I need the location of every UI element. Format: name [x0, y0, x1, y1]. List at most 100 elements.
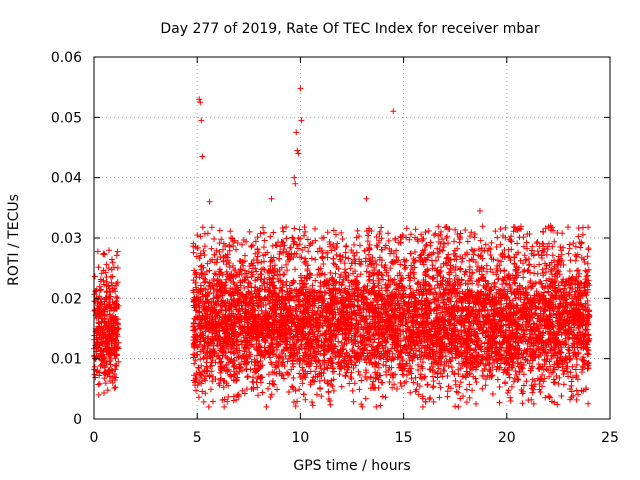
data-point: [569, 363, 576, 370]
data-point: [351, 380, 358, 387]
data-point: [317, 265, 324, 272]
data-point: [104, 341, 111, 348]
data-point: [573, 355, 580, 362]
data-point: [278, 264, 285, 271]
data-point: [284, 267, 291, 274]
data-point: [110, 322, 117, 329]
data-point: [565, 373, 572, 380]
data-point: [395, 257, 402, 264]
data-point: [496, 399, 503, 406]
data-point: [200, 264, 207, 271]
data-point: [220, 297, 227, 304]
data-point: [536, 261, 543, 268]
data-point: [100, 277, 107, 284]
data-point: [112, 384, 119, 391]
data-point: [345, 277, 352, 284]
data-point: [414, 312, 421, 319]
data-point: [466, 299, 473, 306]
data-point: [348, 260, 355, 267]
data-point: [199, 388, 206, 395]
data-point: [246, 262, 253, 269]
data-point: [359, 403, 366, 410]
data-point: [412, 295, 419, 302]
data-point: [419, 365, 426, 372]
data-point: [114, 294, 121, 301]
data-point: [301, 373, 308, 380]
data-point: [570, 349, 577, 356]
data-point: [113, 352, 120, 359]
data-point: [101, 300, 108, 307]
data-point: [419, 403, 426, 410]
data-point: [510, 378, 517, 385]
data-point: [563, 355, 570, 362]
data-point: [297, 235, 304, 242]
data-point: [505, 387, 512, 394]
data-point: [103, 340, 110, 347]
data-point: [111, 362, 118, 369]
data-point: [113, 298, 120, 305]
data-point: [399, 283, 406, 290]
data-point: [430, 373, 437, 380]
data-point: [102, 295, 109, 302]
data-point: [464, 281, 471, 288]
data-point: [430, 377, 437, 384]
data-point: [425, 273, 432, 280]
data-point: [223, 261, 230, 268]
data-point: [364, 238, 371, 245]
data-point: [557, 243, 564, 250]
data-point: [520, 382, 527, 389]
data-point: [110, 304, 117, 311]
data-point: [243, 270, 250, 277]
data-point: [486, 368, 493, 375]
data-point: [575, 391, 582, 398]
data-point: [350, 398, 357, 405]
data-point: [466, 394, 473, 401]
data-point: [448, 269, 455, 276]
data-point: [104, 387, 111, 394]
data-point: [410, 379, 417, 386]
data-point: [296, 254, 303, 261]
data-point: [280, 249, 287, 256]
data-point: [480, 282, 487, 289]
data-point: [444, 388, 451, 395]
data-point: [111, 316, 118, 323]
data-point: [217, 376, 224, 383]
data-point: [354, 273, 361, 280]
data-point: [380, 361, 387, 368]
data-point: [103, 360, 110, 367]
data-point: [508, 383, 515, 390]
data-point: [585, 347, 592, 354]
data-point: [211, 270, 218, 277]
data-point: [386, 353, 393, 360]
data-point: [567, 369, 574, 376]
data-point: [573, 387, 580, 394]
data-point: [274, 386, 281, 393]
data-point: [299, 380, 306, 387]
data-point: [195, 394, 202, 401]
data-point: [95, 264, 102, 271]
data-point: [447, 265, 454, 272]
data-point: [367, 374, 374, 381]
data-point: [400, 287, 407, 294]
data-point: [110, 264, 117, 271]
data-point: [584, 361, 591, 368]
data-point: [316, 245, 323, 252]
data-point: [496, 383, 503, 390]
data-point: [109, 282, 116, 289]
data-point: [333, 278, 340, 285]
data-point: [416, 383, 423, 390]
data-point: [520, 268, 527, 275]
data-point: [469, 387, 476, 394]
data-point: [390, 260, 397, 267]
data-point: [115, 325, 122, 332]
data-point: [348, 369, 355, 376]
data-point: [520, 243, 527, 250]
data-points: [91, 85, 593, 410]
data-point: [98, 356, 105, 363]
data-point: [99, 358, 106, 365]
data-point: [573, 361, 580, 368]
data-point: [106, 373, 113, 380]
data-point: [103, 333, 110, 340]
data-point: [346, 380, 353, 387]
data-point: [356, 242, 363, 249]
